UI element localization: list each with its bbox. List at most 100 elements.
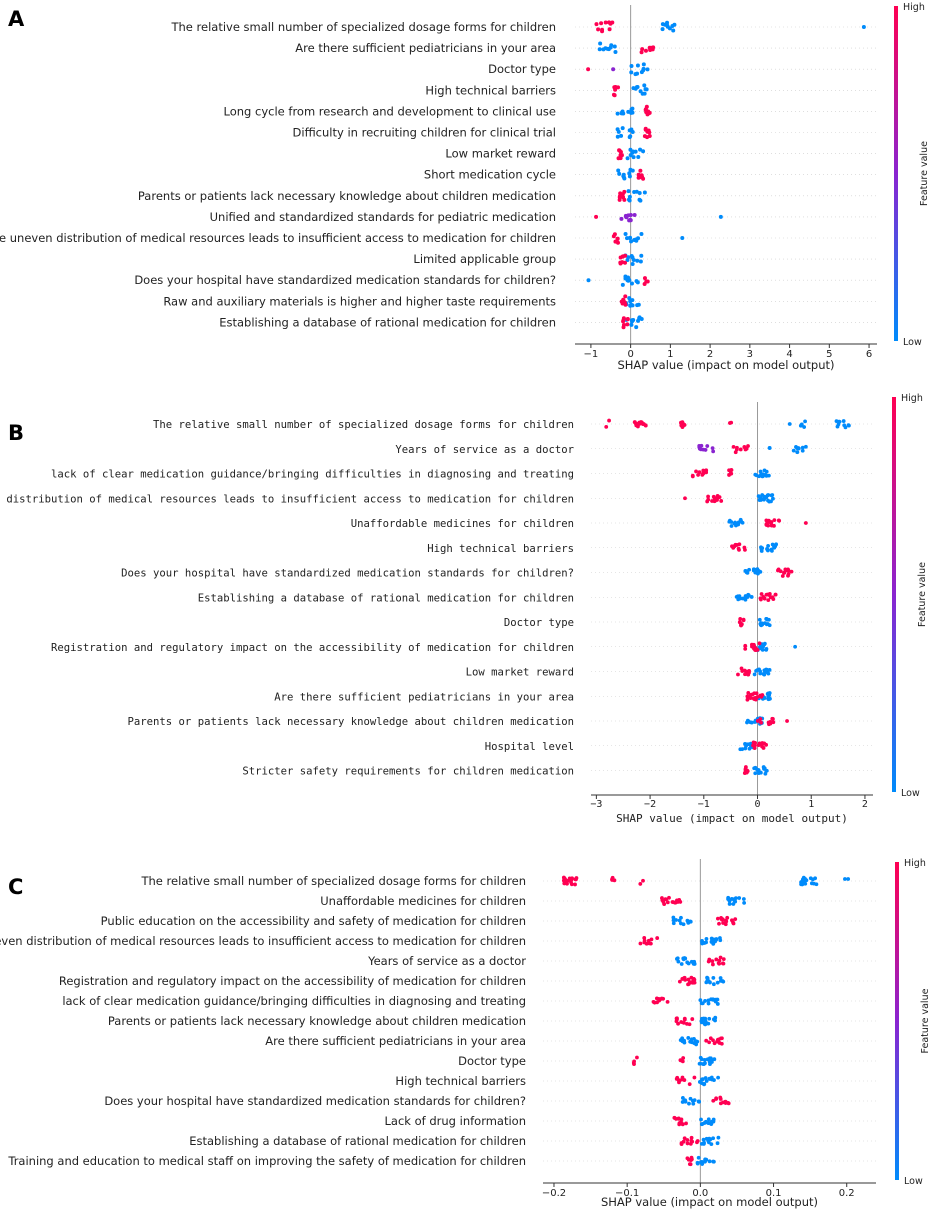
shap-point-high bbox=[756, 719, 760, 723]
shap-point-low bbox=[693, 1039, 698, 1044]
shap-point-high bbox=[632, 420, 637, 424]
shap-point-low bbox=[756, 768, 760, 773]
shap-point-high bbox=[711, 1098, 716, 1103]
shap-point-low bbox=[707, 1060, 712, 1064]
shap-point-low bbox=[629, 70, 634, 75]
shap-point-low bbox=[626, 189, 631, 194]
shap-point-low bbox=[772, 545, 777, 550]
shap-point-low bbox=[636, 236, 641, 241]
shap-point-mid bbox=[632, 213, 637, 218]
shap-point-high bbox=[710, 959, 715, 964]
shap-point-high bbox=[667, 895, 671, 900]
shap-point-low bbox=[619, 133, 624, 138]
shap-point-high bbox=[733, 917, 738, 922]
shap-point-high bbox=[737, 542, 742, 547]
shap-point-low bbox=[639, 231, 644, 236]
shap-point-high bbox=[562, 881, 567, 886]
shap-point-low bbox=[703, 999, 707, 1003]
shap-point-low bbox=[716, 1075, 721, 1080]
shap-point-low bbox=[709, 1142, 714, 1147]
feature-label: Doctor type bbox=[504, 617, 574, 629]
shap-point-low bbox=[735, 522, 740, 526]
shap-point-high bbox=[644, 279, 649, 284]
shap-point-high bbox=[638, 882, 643, 886]
shap-point-low bbox=[642, 190, 647, 195]
shap-point-high bbox=[642, 276, 647, 281]
shap-point-high bbox=[622, 189, 627, 194]
shap-point-low bbox=[716, 1135, 721, 1140]
shap-point-low bbox=[703, 1076, 708, 1080]
shap-point-low bbox=[679, 962, 684, 966]
shap-point-high bbox=[650, 47, 655, 52]
shap-point-high bbox=[718, 955, 723, 960]
shap-point-high bbox=[685, 1141, 690, 1146]
shap-point-low bbox=[630, 130, 635, 135]
shap-point-high bbox=[665, 900, 670, 905]
shap-point-low bbox=[706, 998, 711, 1003]
colorbar-low-label: Low bbox=[901, 788, 920, 799]
shap-point-low bbox=[743, 569, 748, 573]
shap-point-high bbox=[685, 1138, 690, 1142]
shap-point-low bbox=[638, 259, 643, 264]
shap-point-low bbox=[639, 253, 644, 258]
shap-point-low bbox=[627, 174, 632, 179]
shap-point-low bbox=[630, 255, 635, 260]
shap-point-high bbox=[621, 322, 626, 327]
shap-point-high bbox=[573, 877, 578, 882]
shap-point-low bbox=[671, 28, 676, 33]
shap-point-high bbox=[766, 598, 771, 603]
shap-point-low bbox=[605, 46, 610, 51]
shap-point-low bbox=[636, 154, 641, 159]
shap-point-low bbox=[764, 646, 769, 651]
feature-label: The relative small number of specialized… bbox=[140, 874, 526, 888]
shap-point-low bbox=[598, 41, 603, 46]
shap-point-low bbox=[701, 1137, 706, 1142]
shap-point-low bbox=[747, 746, 752, 751]
x-tick-label: 6 bbox=[866, 349, 872, 360]
shap-point-low bbox=[758, 621, 763, 626]
shap-point-high bbox=[623, 294, 628, 299]
shap-point-low bbox=[715, 980, 720, 985]
shap-point-high bbox=[717, 495, 722, 500]
shap-point-high bbox=[747, 668, 751, 673]
shap-point-low bbox=[645, 67, 650, 72]
shap-point-low bbox=[679, 915, 683, 920]
shap-point-low bbox=[733, 896, 738, 901]
panel-b: B −3 −2 −1 0 1 2 SHAP value (impact on model ou… bbox=[0, 393, 928, 825]
shap-point-high bbox=[655, 936, 660, 940]
shap-point-high bbox=[679, 1142, 684, 1147]
shap-point-high bbox=[757, 641, 762, 646]
shap-point-high bbox=[729, 468, 734, 472]
panel-letter: C bbox=[8, 875, 23, 899]
shap-point-low bbox=[626, 255, 631, 260]
shap-point-high bbox=[753, 695, 758, 700]
shap-point-high bbox=[766, 720, 771, 725]
shap-point-low bbox=[625, 156, 630, 161]
shap-point-high bbox=[743, 646, 748, 651]
shap-point-high bbox=[612, 232, 617, 237]
colorbar-low-label: Low bbox=[904, 1176, 923, 1187]
shap-point-low bbox=[762, 468, 767, 473]
shap-point-high bbox=[785, 719, 789, 723]
shap-point-low bbox=[733, 899, 738, 904]
shap-point-high bbox=[714, 1097, 719, 1101]
shap-point-low bbox=[769, 548, 774, 553]
shap-point-high bbox=[701, 468, 706, 473]
shap-point-high bbox=[690, 473, 695, 478]
shap-point-low bbox=[691, 1101, 696, 1106]
shap-point-low bbox=[705, 976, 710, 981]
shap-point-low bbox=[699, 1057, 704, 1062]
shap-point-low bbox=[757, 474, 761, 479]
shap-point-high bbox=[596, 27, 601, 32]
shap-point-low bbox=[757, 617, 762, 622]
shap-point-low bbox=[799, 882, 803, 887]
shap-point-high bbox=[761, 746, 766, 750]
shap-point-low bbox=[740, 747, 745, 752]
shap-point-high bbox=[712, 495, 717, 500]
shap-point-high bbox=[686, 977, 691, 982]
shap-point-high bbox=[731, 444, 736, 449]
shap-point-high bbox=[742, 771, 747, 775]
shap-point-low bbox=[636, 318, 641, 323]
shap-point-low bbox=[660, 22, 665, 27]
